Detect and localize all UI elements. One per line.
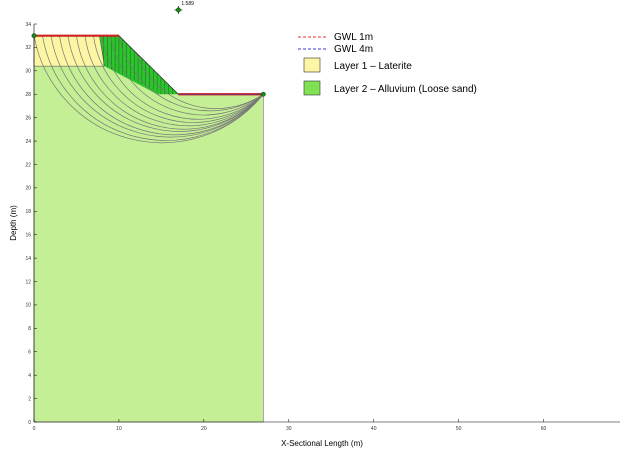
legend-label: GWL 1m <box>334 32 373 43</box>
slip-circle <box>42 35 264 141</box>
y-tick-label: 8 <box>28 326 31 332</box>
section-endpoint-marker <box>260 91 266 97</box>
y-tick-label: 28 <box>25 92 31 98</box>
x-tick-label: 10 <box>116 426 122 432</box>
slip-circle <box>110 35 264 116</box>
axes <box>33 24 620 423</box>
section-endpoint-marker <box>31 33 37 39</box>
slip-circle <box>50 35 264 138</box>
slope-hatching <box>103 35 173 95</box>
legend-label: GWL 4m <box>334 44 373 55</box>
legend-label: Layer 2 – Alluvium (Loose sand) <box>334 84 477 95</box>
x-tick-label: 50 <box>456 426 462 432</box>
legend-swatch <box>303 80 321 96</box>
y-tick-label: 6 <box>28 350 31 356</box>
y-axis-title: Depth (m) <box>9 205 18 241</box>
slip-circle <box>93 35 264 123</box>
legend-swatch <box>303 57 321 73</box>
y-tick-label: 20 <box>25 186 31 192</box>
y-tick-label: 34 <box>25 22 31 28</box>
y-tick-label: 18 <box>25 209 31 215</box>
critical-center: 1.589 <box>174 1 194 14</box>
slip-circle <box>101 35 264 120</box>
slip-circle <box>76 35 264 130</box>
y-tick-label: 12 <box>25 279 31 285</box>
critical-center-marker <box>175 7 181 13</box>
y-tick-label: 2 <box>28 396 31 402</box>
slip-circle <box>84 35 264 127</box>
x-tick-label: 60 <box>541 426 547 432</box>
slip-circle <box>135 51 264 109</box>
x-axis-title: X-Sectional Length (m) <box>281 439 363 448</box>
y-tick-label: 22 <box>25 162 31 168</box>
x-tick-label: 40 <box>371 426 377 432</box>
section-markers <box>31 33 266 97</box>
slip-circle <box>118 35 264 112</box>
y-tick-label: 14 <box>25 256 31 262</box>
fos-label: 1.589 <box>181 1 194 7</box>
y-tick-label: 24 <box>25 139 31 145</box>
slip-circles <box>33 35 264 144</box>
x-tick-label: 20 <box>201 426 207 432</box>
y-tick-label: 0 <box>28 420 31 426</box>
x-tick-label: 30 <box>286 426 292 432</box>
slip-circle <box>59 35 264 136</box>
x-ticks: 0 10 20 30 40 50 60 <box>33 419 547 432</box>
y-tick-label: 26 <box>25 115 31 121</box>
y-tick-label: 10 <box>25 303 31 309</box>
groundwater-lines <box>34 34 264 96</box>
y-tick-label: 16 <box>25 233 31 239</box>
y-tick-label: 32 <box>25 45 31 51</box>
legend-label: Layer 1 – Laterite <box>334 61 412 72</box>
slip-circle <box>67 35 264 132</box>
y-tick-label: 30 <box>25 69 31 75</box>
y-tick-label: 4 <box>28 373 31 379</box>
x-tick-label: 0 <box>33 426 36 432</box>
